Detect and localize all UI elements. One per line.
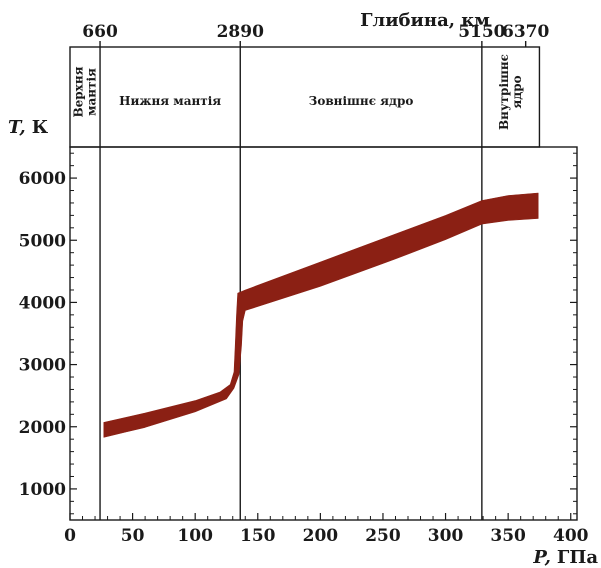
x-tick-label-250: 250	[365, 526, 401, 546]
zone-label-0: Верхня мантія	[72, 66, 99, 117]
zone-label-1: Нижня мантія	[119, 94, 221, 108]
y-tick-label-4000: 4000	[19, 293, 66, 313]
x-tick-label-400: 400	[553, 526, 589, 546]
y-axis-symbol: T,	[8, 117, 26, 138]
x-axis-title: P, ГПа	[532, 547, 598, 568]
zone-label-0-word-0: Верхня	[72, 66, 86, 117]
depth-label-660: 660	[82, 22, 118, 42]
x-tick-label-350: 350	[490, 526, 526, 546]
depth-label-5150: 5150	[458, 22, 505, 42]
depth-label-2890: 2890	[217, 22, 264, 42]
x-tick-label-300: 300	[428, 526, 464, 546]
zone-label-2: Зовнішнє ядро	[309, 94, 414, 108]
x-tick-label-50: 50	[121, 526, 145, 546]
zone-label-3-word-1: ядро	[510, 75, 524, 108]
y-tick-label-2000: 2000	[19, 418, 66, 438]
chart-lines	[69, 41, 578, 521]
depth-label-6370: 6370	[502, 22, 549, 42]
y-tick-label-6000: 6000	[19, 169, 66, 189]
zone-label-0-word-1: мантія	[85, 68, 99, 116]
zone-header-frame	[69, 46, 541, 148]
zone-label-3-word-0: Внутрішнє	[497, 54, 511, 130]
chart-band-layer	[103, 192, 539, 438]
x-axis-unit: ГПа	[557, 547, 598, 568]
x-tick-label-0: 0	[64, 526, 76, 546]
y-tick-label-1000: 1000	[19, 480, 66, 500]
x-axis-symbol: P,	[532, 547, 550, 568]
depth-axis-title: Глибина, км	[360, 10, 490, 31]
temperature-band-0	[103, 192, 539, 438]
y-tick-label-3000: 3000	[19, 356, 66, 376]
y-axis-unit: К	[32, 117, 49, 138]
zone-label-3: Внутрішнє ядро	[497, 54, 524, 130]
x-tick-label-100: 100	[177, 526, 213, 546]
y-tick-label-5000: 5000	[19, 231, 66, 251]
x-tick-label-200: 200	[303, 526, 339, 546]
y-axis-title: T, К	[8, 117, 49, 138]
x-tick-label-150: 150	[240, 526, 276, 546]
